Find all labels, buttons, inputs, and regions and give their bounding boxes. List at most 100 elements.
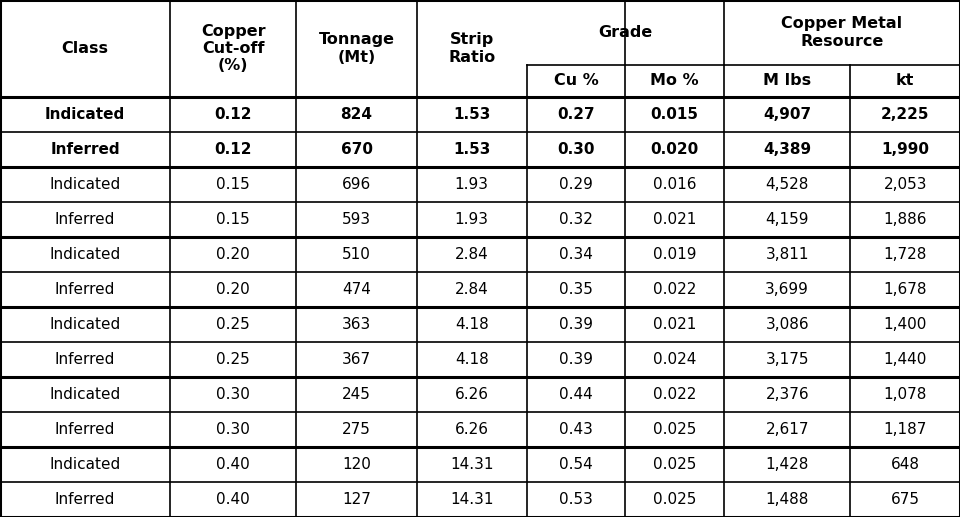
Text: 1,078: 1,078 — [883, 387, 926, 402]
Text: Copper
Cut-off
(%): Copper Cut-off (%) — [201, 24, 266, 73]
Text: 0.40: 0.40 — [216, 457, 250, 472]
Text: 0.021: 0.021 — [653, 317, 696, 332]
Text: Indicated: Indicated — [49, 457, 121, 472]
Text: 824: 824 — [341, 107, 372, 122]
Text: 1.53: 1.53 — [453, 142, 491, 157]
Text: Strip
Ratio: Strip Ratio — [448, 33, 495, 65]
Bar — [170, 0, 297, 97]
Text: 1,400: 1,400 — [883, 317, 926, 332]
Text: 1,990: 1,990 — [881, 142, 929, 157]
Text: 0.29: 0.29 — [559, 177, 593, 192]
Text: 0.25: 0.25 — [216, 352, 250, 367]
Text: Cu %: Cu % — [554, 73, 598, 88]
Bar — [527, 0, 724, 65]
Text: 0.39: 0.39 — [559, 352, 593, 367]
Text: 2.84: 2.84 — [455, 282, 489, 297]
Text: 363: 363 — [342, 317, 372, 332]
Text: 0.34: 0.34 — [559, 247, 593, 262]
Text: Indicated: Indicated — [45, 107, 125, 122]
Text: Inferred: Inferred — [55, 282, 115, 297]
Text: 1,187: 1,187 — [883, 422, 926, 437]
Text: 4.18: 4.18 — [455, 317, 489, 332]
Text: 0.15: 0.15 — [216, 177, 250, 192]
Text: 670: 670 — [341, 142, 372, 157]
Bar — [297, 0, 417, 97]
Text: Indicated: Indicated — [49, 177, 121, 192]
Text: 0.15: 0.15 — [216, 212, 250, 227]
Text: 0.20: 0.20 — [216, 247, 250, 262]
Text: 0.53: 0.53 — [559, 492, 593, 507]
Text: 120: 120 — [342, 457, 371, 472]
Text: 1,488: 1,488 — [765, 492, 809, 507]
Text: Tonnage
(Mt): Tonnage (Mt) — [319, 33, 395, 65]
Text: 0.43: 0.43 — [559, 422, 593, 437]
Text: 0.025: 0.025 — [653, 422, 696, 437]
Text: 0.32: 0.32 — [559, 212, 593, 227]
Text: 0.30: 0.30 — [216, 422, 251, 437]
Text: 4,528: 4,528 — [765, 177, 809, 192]
Text: Indicated: Indicated — [49, 247, 121, 262]
Text: Inferred: Inferred — [55, 212, 115, 227]
Text: 127: 127 — [342, 492, 371, 507]
Text: 3,699: 3,699 — [765, 282, 809, 297]
Text: 1.93: 1.93 — [455, 212, 489, 227]
Text: 4,389: 4,389 — [763, 142, 811, 157]
Text: 14.31: 14.31 — [450, 492, 493, 507]
Text: Mo %: Mo % — [651, 73, 699, 88]
Text: 1.53: 1.53 — [453, 107, 491, 122]
Text: 0.39: 0.39 — [559, 317, 593, 332]
Text: 0.019: 0.019 — [653, 247, 697, 262]
Text: 0.27: 0.27 — [557, 107, 595, 122]
Bar — [724, 0, 960, 65]
Text: 0.54: 0.54 — [559, 457, 593, 472]
Text: M lbs: M lbs — [763, 73, 811, 88]
Text: 0.30: 0.30 — [557, 142, 595, 157]
Text: 367: 367 — [342, 352, 372, 367]
Text: 2,225: 2,225 — [881, 107, 929, 122]
Text: 0.025: 0.025 — [653, 492, 696, 507]
Text: 0.30: 0.30 — [216, 387, 251, 402]
Text: 474: 474 — [342, 282, 371, 297]
Text: Inferred: Inferred — [55, 352, 115, 367]
Text: 0.022: 0.022 — [653, 282, 696, 297]
Bar — [851, 65, 960, 97]
Text: 0.25: 0.25 — [216, 317, 250, 332]
Text: 4,907: 4,907 — [763, 107, 811, 122]
Text: 1,728: 1,728 — [883, 247, 926, 262]
Text: 0.12: 0.12 — [214, 107, 252, 122]
Text: 2,376: 2,376 — [765, 387, 809, 402]
Text: 4,159: 4,159 — [765, 212, 809, 227]
Bar — [527, 65, 625, 97]
Text: 6.26: 6.26 — [455, 422, 489, 437]
Text: Inferred: Inferred — [50, 142, 120, 157]
Text: 3,086: 3,086 — [765, 317, 809, 332]
Text: 696: 696 — [342, 177, 372, 192]
Text: Inferred: Inferred — [55, 422, 115, 437]
Text: Class: Class — [61, 41, 108, 56]
Text: 1,428: 1,428 — [765, 457, 809, 472]
Text: Inferred: Inferred — [55, 492, 115, 507]
Text: Indicated: Indicated — [49, 387, 121, 402]
Text: 1,440: 1,440 — [883, 352, 926, 367]
Text: 2,053: 2,053 — [883, 177, 927, 192]
Text: 0.016: 0.016 — [653, 177, 697, 192]
Text: 4.18: 4.18 — [455, 352, 489, 367]
Text: 245: 245 — [342, 387, 371, 402]
Text: 14.31: 14.31 — [450, 457, 493, 472]
Text: 510: 510 — [342, 247, 371, 262]
Text: 3,175: 3,175 — [765, 352, 809, 367]
Text: 3,811: 3,811 — [765, 247, 809, 262]
Text: 2,617: 2,617 — [765, 422, 809, 437]
Text: 6.26: 6.26 — [455, 387, 489, 402]
Text: 0.40: 0.40 — [216, 492, 250, 507]
Text: Copper Metal
Resource: Copper Metal Resource — [781, 16, 902, 49]
Text: 275: 275 — [342, 422, 371, 437]
Text: 0.021: 0.021 — [653, 212, 696, 227]
Text: 0.025: 0.025 — [653, 457, 696, 472]
Text: Grade: Grade — [598, 25, 653, 40]
Text: 0.020: 0.020 — [651, 142, 699, 157]
Text: 0.024: 0.024 — [653, 352, 696, 367]
Bar — [417, 0, 527, 97]
Text: 0.015: 0.015 — [651, 107, 699, 122]
Text: 593: 593 — [342, 212, 372, 227]
